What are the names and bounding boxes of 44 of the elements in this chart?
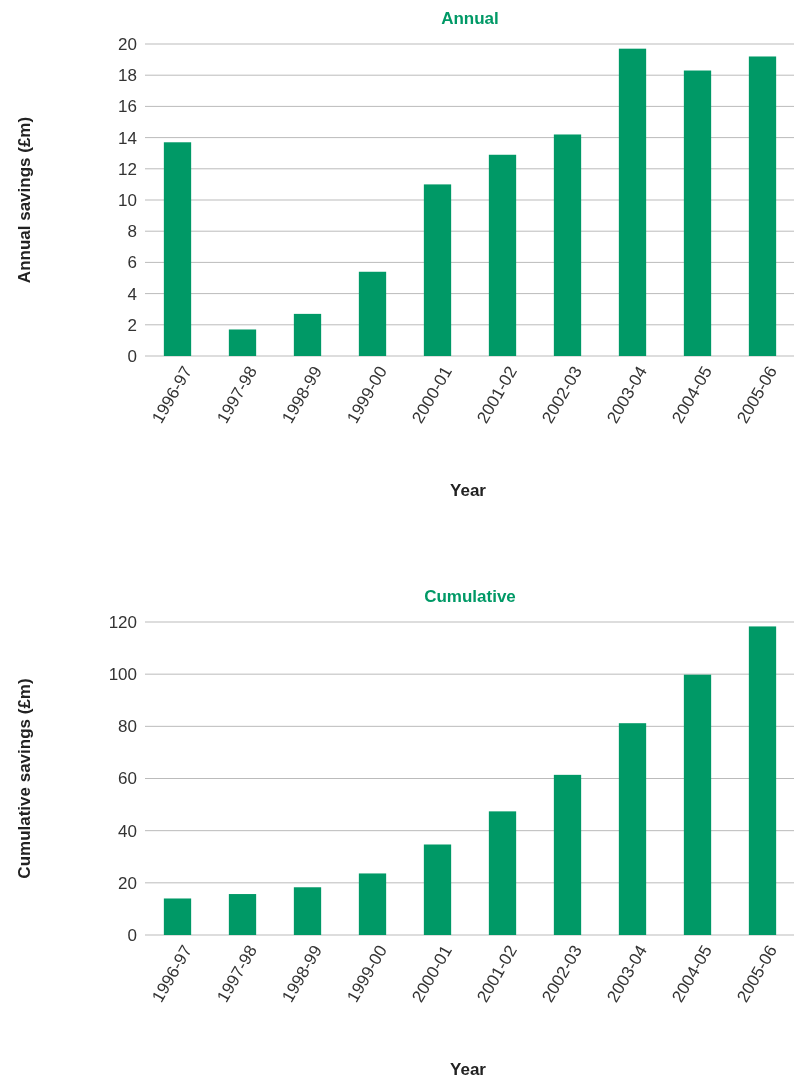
bar <box>748 56 777 356</box>
bar <box>228 329 257 356</box>
bar <box>488 811 517 935</box>
bar <box>423 184 452 356</box>
bar <box>683 674 712 935</box>
bar <box>683 70 712 356</box>
bar <box>488 154 517 356</box>
y-tick-label: 80 <box>118 717 137 737</box>
y-tick-label: 0 <box>127 925 137 945</box>
y-tick-label: 18 <box>118 66 137 86</box>
y-tick-label: 12 <box>118 159 137 179</box>
y-tick-label: 20 <box>118 873 137 893</box>
bar <box>553 774 582 935</box>
bar <box>293 887 322 935</box>
y-axis-title: Annual savings (£m) <box>15 116 34 284</box>
y-axis-title: Cumulative savings (£m) <box>15 678 34 879</box>
bar <box>293 313 322 356</box>
bar <box>618 48 647 356</box>
chart-title: Annual <box>441 9 499 28</box>
bar <box>553 134 582 356</box>
y-tick-label: 4 <box>127 284 137 304</box>
bar <box>163 898 192 935</box>
y-tick-label: 120 <box>108 612 137 632</box>
y-tick-label: 8 <box>127 222 137 242</box>
bar <box>748 626 777 935</box>
y-tick-label: 20 <box>118 34 137 54</box>
y-tick-label: 100 <box>108 665 137 685</box>
bar <box>163 142 192 356</box>
chart-title: Cumulative <box>424 587 516 606</box>
bar <box>423 844 452 935</box>
y-tick-label: 16 <box>118 97 137 117</box>
y-tick-label: 0 <box>127 346 137 366</box>
bar <box>358 271 387 356</box>
y-tick-label: 6 <box>127 253 137 273</box>
x-axis-title: Year <box>450 481 487 500</box>
y-tick-label: 10 <box>118 190 137 210</box>
bar <box>358 873 387 935</box>
y-tick-label: 2 <box>127 315 137 335</box>
bar <box>228 894 257 935</box>
y-tick-label: 60 <box>118 769 137 789</box>
bar <box>618 723 647 935</box>
y-tick-label: 14 <box>118 128 137 148</box>
x-axis-title: Year <box>450 1060 487 1079</box>
y-tick-label: 40 <box>118 821 137 841</box>
